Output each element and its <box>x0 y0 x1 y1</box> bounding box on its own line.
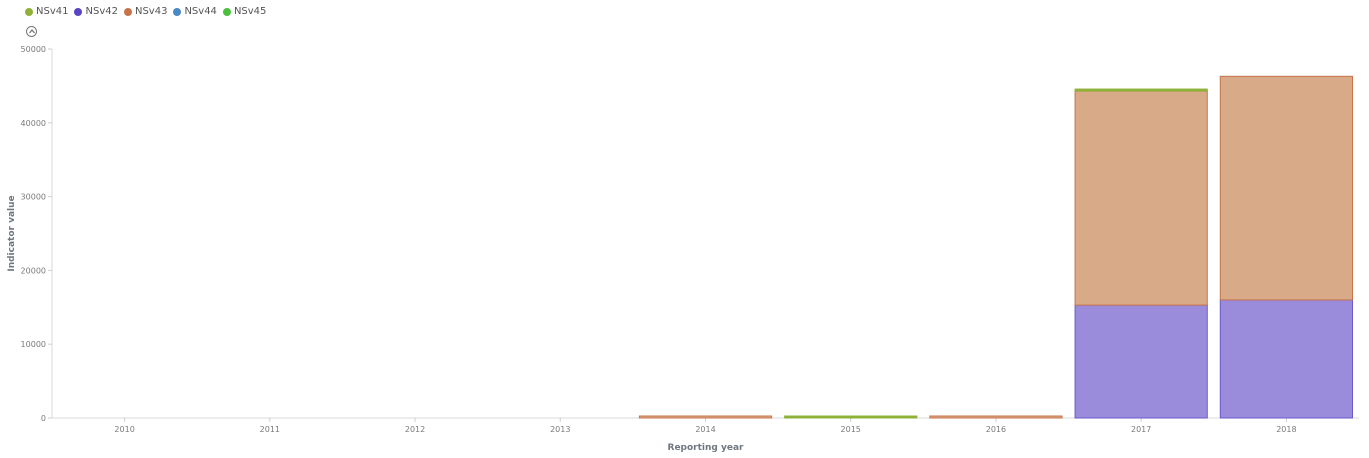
bar-nsv43-2014[interactable] <box>638 415 773 419</box>
y-axis-title: Indicator value <box>7 195 17 271</box>
legend-item-nsv45[interactable]: NSv45 <box>222 6 267 17</box>
x-tick-label: 2014 <box>695 425 715 434</box>
x-tick-label: 2017 <box>1131 425 1151 434</box>
x-tick-label: 2016 <box>986 425 1006 434</box>
legend-item-nsv41[interactable]: NSv41 <box>25 6 68 17</box>
legend-dot-icon <box>25 7 33 16</box>
legend-dot-icon <box>222 7 231 16</box>
y-tick-label: 30000 <box>21 193 46 202</box>
y-tick-label: 40000 <box>21 119 46 128</box>
y-tick-label: 20000 <box>21 266 46 275</box>
x-tick-label: 2013 <box>550 425 570 434</box>
legend-item-nsv42[interactable]: NSv42 <box>74 6 118 17</box>
legend-label: NSv45 <box>233 6 267 17</box>
x-tick-label: 2015 <box>841 425 861 434</box>
legend-item-nsv43[interactable]: NSv43 <box>123 6 168 17</box>
y-tick-label: 0 <box>41 414 46 423</box>
bar-nsv41-2015[interactable] <box>784 415 918 419</box>
x-tick-label: 2012 <box>405 425 425 434</box>
legend-label: NSv41 <box>36 6 69 17</box>
bar-nsv43-2016[interactable] <box>929 415 1063 419</box>
y-tick-label: 10000 <box>21 340 46 349</box>
x-axis-title: Reporting year <box>668 443 745 453</box>
legend-item-nsv44[interactable]: NSv44 <box>173 6 217 17</box>
legend-dot-icon <box>123 7 132 16</box>
y-tick-label: 50000 <box>21 45 46 54</box>
x-tick-label: 2010 <box>114 425 134 434</box>
bar-nsv43-2018[interactable] <box>1219 75 1354 301</box>
legend-label: NSv43 <box>134 6 168 17</box>
x-tick-label: 2011 <box>260 425 280 434</box>
legend-label: NSv42 <box>85 6 118 17</box>
bar-nsv43-2017[interactable] <box>1074 90 1208 306</box>
bar-nsv41-2017[interactable] <box>1074 88 1208 92</box>
legend-dot-icon <box>173 7 182 16</box>
bar-nsv42-2018[interactable] <box>1219 299 1354 419</box>
legend-dot-icon <box>74 7 83 16</box>
bar-nsv42-2017[interactable] <box>1074 304 1208 419</box>
collapse-legend-icon[interactable] <box>26 26 37 37</box>
chart-legend: NSv41 NSv42 NSv43 NSv44 NSv45 <box>25 6 272 17</box>
x-tick-label: 2018 <box>1276 425 1296 434</box>
legend-label: NSv44 <box>184 6 217 17</box>
